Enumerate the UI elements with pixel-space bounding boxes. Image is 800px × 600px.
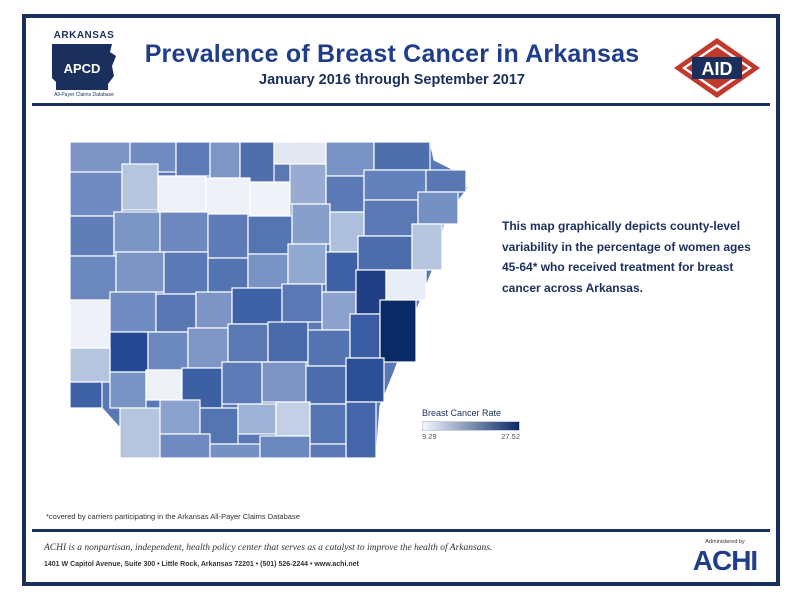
apcd-logo: ARKANSAS APCD All-Payer Claims Database: [44, 30, 124, 104]
county: [325, 175, 365, 213]
county: [325, 251, 359, 293]
county: [69, 347, 111, 383]
county: [121, 163, 159, 211]
county: [115, 251, 165, 293]
achi-administered-by: Administered by: [705, 539, 745, 545]
achi-logo: Administered by ACHI: [684, 539, 766, 579]
county: [221, 361, 263, 405]
header: ARKANSAS APCD All-Payer Claims Database …: [32, 22, 770, 106]
legend-min-value: 9.29: [422, 432, 437, 441]
county: [273, 141, 327, 165]
county: [69, 299, 111, 349]
county: [231, 287, 283, 325]
footnote: *covered by carriers participating in th…: [46, 512, 300, 521]
county: [275, 401, 311, 437]
arkansas-state-icon: APCD: [52, 44, 116, 90]
county: [309, 403, 347, 445]
county: [379, 299, 417, 363]
county: [119, 407, 161, 459]
legend-labels: 9.29 27.52: [422, 431, 520, 441]
county: [417, 191, 459, 225]
county: [411, 223, 443, 271]
county: [159, 211, 209, 253]
legend-title: Breast Cancer Rate: [422, 408, 502, 418]
county: [309, 443, 347, 459]
county: [267, 321, 309, 363]
county: [237, 403, 277, 435]
aid-mark-text: AID: [702, 59, 733, 79]
aid-logo: AID: [674, 38, 760, 98]
county: [307, 329, 351, 367]
county: [69, 381, 103, 409]
county: [205, 177, 251, 215]
county: [157, 175, 207, 213]
county: [261, 361, 307, 403]
county: [247, 215, 293, 255]
county: [155, 293, 197, 333]
county: [349, 313, 381, 359]
county: [363, 199, 419, 237]
county: [69, 215, 115, 257]
county: [145, 369, 183, 401]
achi-logo-text: ACHI: [692, 545, 758, 576]
county: [259, 435, 311, 459]
county: [207, 257, 249, 293]
county: [289, 163, 327, 205]
map-description: This map graphically depicts county-leve…: [502, 219, 751, 295]
county: [373, 141, 431, 171]
county: [385, 269, 427, 301]
county: [363, 169, 427, 201]
county: [209, 141, 241, 179]
county: [207, 213, 249, 259]
county: [163, 251, 209, 295]
county: [69, 255, 117, 301]
county: [249, 181, 291, 217]
county: [209, 443, 261, 459]
slide-frame: ARKANSAS APCD All-Payer Claims Database …: [22, 14, 780, 586]
county: [159, 433, 211, 459]
county: [281, 283, 323, 323]
county: [195, 291, 233, 329]
apcd-logo-subtitle: All-Payer Claims Database: [54, 92, 114, 98]
county: [109, 291, 157, 333]
apcd-logo-top-text: ARKANSAS: [53, 30, 115, 41]
county: [345, 401, 377, 459]
county: [109, 371, 147, 409]
county: [147, 331, 189, 371]
arkansas-county-map: [69, 141, 469, 459]
footer-mission: ACHI is a nonpartisan, independent, heal…: [44, 543, 493, 553]
apcd-mark-text: APCD: [64, 61, 101, 76]
map-legend: Breast Cancer Rate 9.29 27.52: [422, 408, 532, 441]
county: [159, 399, 201, 435]
county: [357, 235, 413, 271]
legend-color-scale: [422, 421, 520, 431]
page-title: Prevalence of Breast Cancer in Arkansas: [144, 40, 640, 68]
county: [425, 169, 467, 193]
footer-address: 1401 W Capitol Avenue, Suite 300 • Littl…: [44, 561, 359, 568]
county: [291, 203, 331, 245]
page-subtitle: January 2016 through September 2017: [259, 72, 525, 88]
legend-max-value: 27.52: [501, 432, 520, 441]
county: [345, 357, 385, 403]
county: [247, 253, 289, 289]
content-area: This map graphically depicts county-leve…: [32, 112, 770, 532]
county: [175, 141, 211, 177]
county: [113, 211, 161, 253]
county: [227, 323, 269, 363]
county: [69, 171, 123, 217]
county: [305, 365, 347, 405]
footer: ACHI is a nonpartisan, independent, heal…: [32, 537, 770, 584]
county: [287, 243, 327, 285]
county: [109, 331, 149, 373]
county: [69, 141, 131, 173]
